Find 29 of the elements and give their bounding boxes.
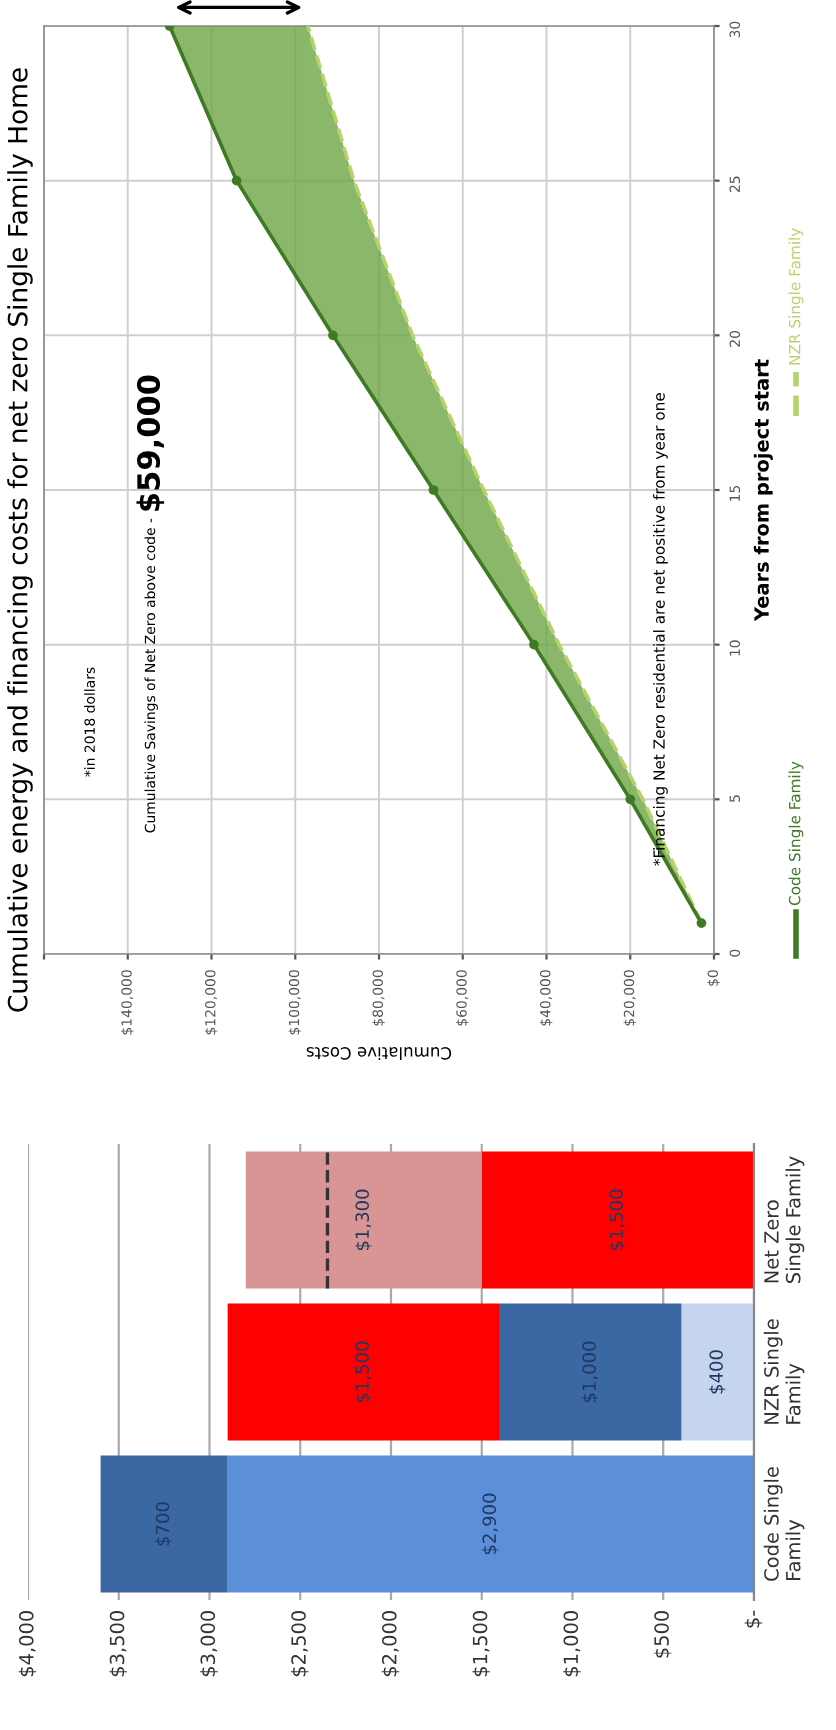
bar [227, 1303, 500, 1441]
x-tick-label: $1,000 [563, 1611, 581, 1677]
y-axis-title: Years from project start [753, 359, 773, 622]
text: $1,500 [355, 1341, 372, 1403]
x-axis-title: Cumulative Costs [306, 1047, 452, 1061]
bar [681, 1303, 754, 1441]
x-tick-label: $1,500 [472, 1611, 490, 1677]
text: Cumulative energy and financing costs for net zero Single Family Home [7, 68, 33, 1012]
text: $700 [155, 1502, 172, 1546]
x-tick-label: $3,500 [109, 1611, 127, 1677]
bar [499, 1303, 682, 1441]
annotation: $59,000 [136, 375, 165, 511]
y-tick-label: Code Single Family [763, 1467, 805, 1581]
x-tick-label: $2,000 [381, 1611, 400, 1677]
x-tick-label: $2,500 [290, 1611, 309, 1677]
text: $2,900 [482, 1493, 499, 1555]
bar [245, 1151, 482, 1289]
text: $400 [708, 1350, 726, 1394]
x-tick-label: $3,000 [200, 1611, 218, 1677]
text: $1,500 [609, 1189, 626, 1251]
x-tick-label: $4,000 [18, 1611, 37, 1677]
y-tick-label: Net Zero Single Family [764, 1156, 805, 1283]
x-tick-label: $- [744, 1610, 763, 1628]
text: $1,000 [581, 1341, 599, 1403]
x-tick-label: $500 [653, 1611, 672, 1658]
y-tick-label: NZR Single Family [763, 1319, 805, 1424]
bar [100, 1455, 228, 1593]
bar [227, 1455, 754, 1593]
text: $1,300 [355, 1189, 372, 1251]
